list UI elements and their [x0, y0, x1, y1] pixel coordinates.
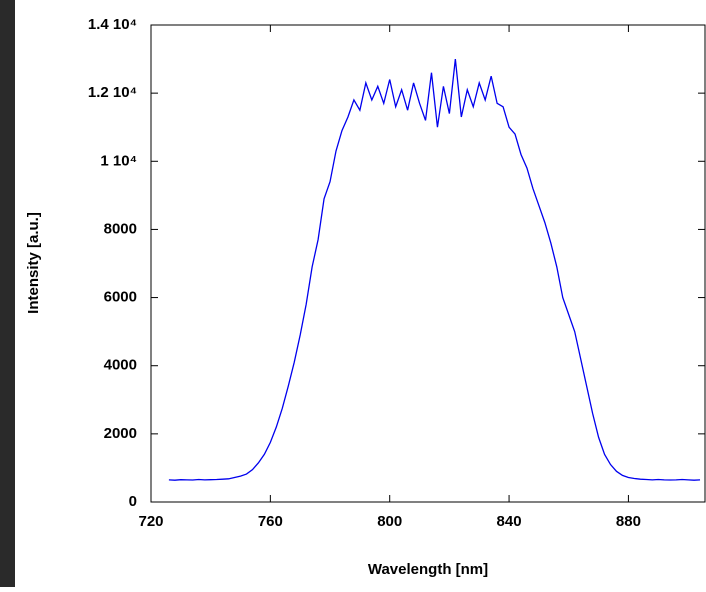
x-tick-label: 800 [377, 513, 402, 530]
y-tick-label: 1.2 10⁴ [88, 84, 137, 101]
x-tick-label: 760 [258, 513, 283, 530]
x-tick-label: 880 [616, 513, 641, 530]
y-tick-label: 6000 [104, 289, 137, 306]
y-axis-label: Intensity [a.u.] [25, 212, 42, 314]
y-tick-label: 1.4 10⁴ [88, 16, 137, 33]
x-tick-label: 720 [138, 513, 163, 530]
plot-frame [150, 24, 706, 503]
x-tick-label: 840 [497, 513, 522, 530]
y-tick-label: 0 [129, 493, 137, 510]
photo-strip [0, 0, 15, 587]
series-line [168, 58, 701, 481]
y-tick-label: 8000 [104, 220, 137, 237]
y-tick-label: 1 10⁴ [100, 152, 137, 169]
x-axis-label: Wavelength [nm] [368, 561, 488, 578]
y-tick-label: 4000 [104, 357, 137, 374]
y-tick-label: 2000 [104, 425, 137, 442]
